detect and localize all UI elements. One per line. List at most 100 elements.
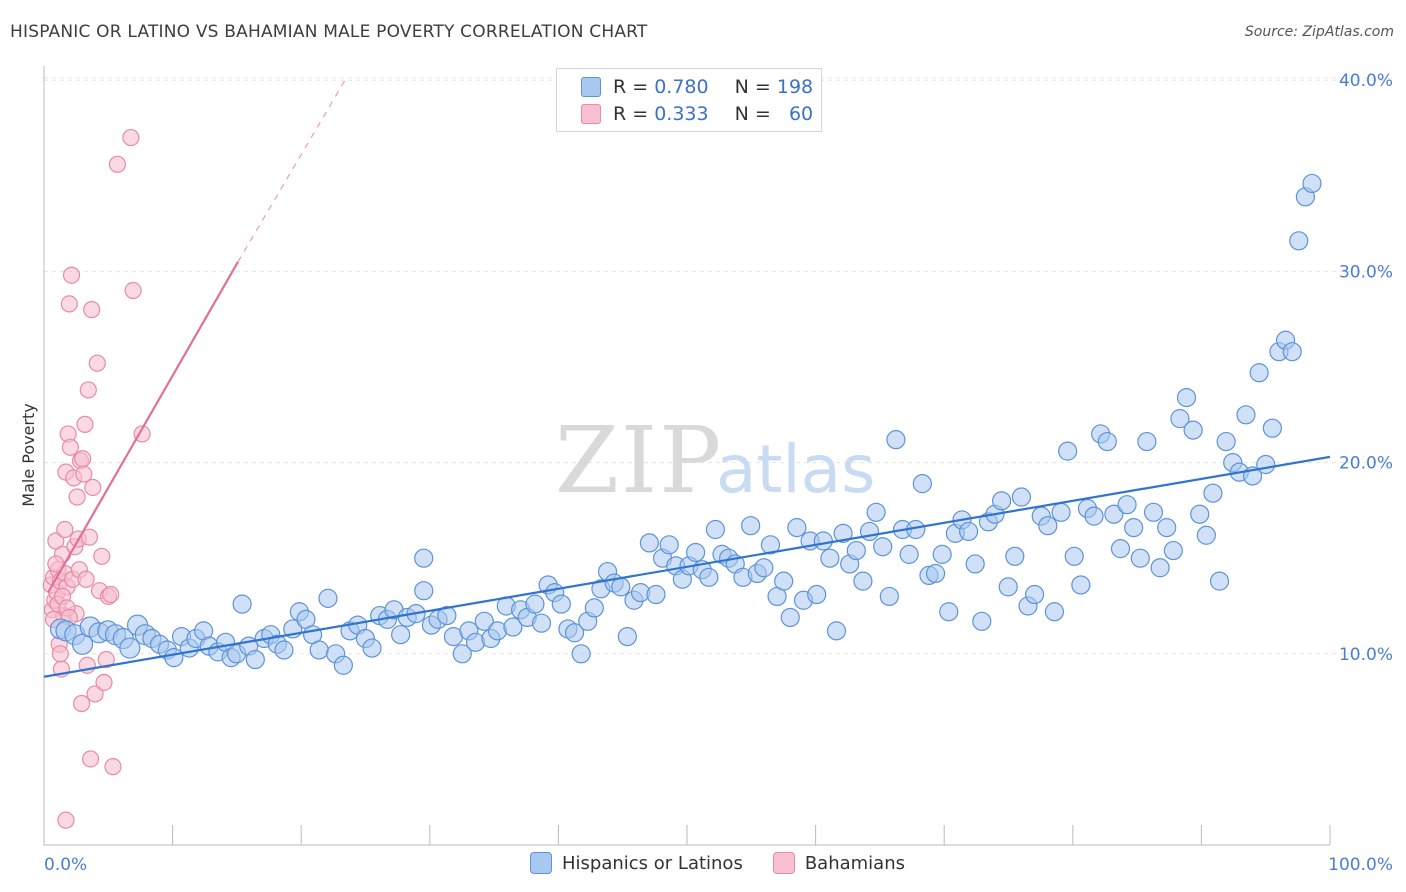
legend-swatch-pink — [772, 852, 795, 874]
data-point-bahamians — [62, 266, 81, 284]
legend-n-label: N = — [734, 103, 771, 125]
data-point-bahamians — [124, 281, 142, 300]
data-point-hispanics — [1302, 173, 1322, 194]
data-point-hispanics — [820, 548, 840, 568]
data-point-hispanics — [866, 502, 886, 522]
data-point-bahamians — [47, 532, 65, 550]
data-point-bahamians — [77, 570, 95, 588]
data-point-hispanics — [525, 594, 545, 614]
data-point-hispanics — [659, 535, 679, 555]
data-point-hispanics — [699, 567, 719, 587]
data-point-bahamians — [72, 694, 91, 713]
data-point-hispanics — [1124, 518, 1144, 538]
data-point-hispanics — [807, 584, 827, 605]
data-point-hispanics — [1176, 387, 1197, 408]
legend-item-hispanics[interactable]: Hispanics or Latinos — [530, 852, 743, 874]
data-point-hispanics — [998, 577, 1018, 597]
data-point-hispanics — [1157, 518, 1177, 538]
data-point-hispanics — [646, 584, 666, 605]
data-point-hispanics — [232, 594, 252, 614]
watermark-zip: ZIP — [555, 407, 723, 514]
data-point-bahamians — [74, 450, 92, 468]
x-tick-label: 0.0% — [44, 855, 87, 875]
data-point-hispanics — [939, 602, 959, 622]
data-point-hispanics — [414, 581, 434, 601]
legend-swatch-blue — [530, 852, 552, 874]
data-point-hispanics — [309, 640, 329, 660]
data-point-bahamians — [76, 415, 94, 433]
data-point-hispanics — [826, 621, 847, 641]
data-point-hispanics — [1209, 571, 1230, 591]
legend-row-hispanics: R = 0.780 N = 198 — [581, 74, 813, 100]
data-point-hispanics — [119, 637, 141, 659]
data-point-hispanics — [833, 523, 853, 543]
legend-swatch-blue — [581, 77, 601, 97]
data-point-hispanics — [1150, 558, 1170, 578]
legend-item-bahamians[interactable]: Bahamians — [772, 852, 905, 874]
data-point-bahamians — [75, 465, 93, 483]
data-point-hispanics — [760, 535, 781, 555]
data-point-hispanics — [992, 491, 1012, 511]
data-point-bahamians — [80, 528, 99, 546]
data-point-bahamians — [97, 650, 115, 669]
data-point-hispanics — [873, 537, 893, 557]
data-point-hispanics — [846, 540, 866, 561]
data-point-hispanics — [391, 625, 411, 645]
legend-label-hispanics: Hispanics or Latinos — [562, 852, 743, 874]
data-point-hispanics — [437, 605, 457, 626]
data-point-hispanics — [965, 554, 985, 574]
data-point-bahamians — [104, 758, 122, 776]
data-point-hispanics — [925, 563, 946, 584]
data-point-bahamians — [86, 685, 104, 703]
data-point-hispanics — [1038, 516, 1058, 536]
data-point-hispanics — [1196, 525, 1216, 545]
data-point-bahamians — [108, 155, 127, 173]
data-point-hispanics — [639, 533, 659, 553]
legend-r-label: R = — [613, 76, 649, 98]
data-point-hispanics — [972, 611, 992, 631]
data-point-hispanics — [503, 617, 523, 637]
trend-lines — [43, 79, 1331, 678]
x-tick-label: 100.0% — [1328, 855, 1393, 875]
data-point-hispanics — [1256, 454, 1276, 475]
data-point-bahamians — [83, 301, 101, 319]
data-point-hispanics — [333, 655, 353, 675]
source-credit: Source: ZipAtlas.com — [1244, 24, 1394, 40]
data-point-hispanics — [1203, 483, 1223, 503]
data-point-hispanics — [853, 571, 873, 591]
data-point-bahamians — [57, 811, 75, 829]
data-point-hispanics — [617, 626, 637, 647]
data-point-hispanics — [245, 649, 265, 670]
data-point-hispanics — [1084, 506, 1104, 526]
data-point-hispanics — [1249, 363, 1269, 383]
data-point-bahamians — [51, 645, 69, 663]
watermark: ZIP atlas — [555, 407, 876, 514]
data-point-bahamians — [84, 478, 102, 497]
data-point-hispanics — [741, 516, 761, 536]
data-point-hispanics — [1130, 548, 1150, 568]
data-point-hispanics — [1005, 546, 1025, 566]
data-point-hispanics — [584, 598, 604, 618]
data-point-hispanics — [564, 623, 585, 643]
data-point-hispanics — [1011, 487, 1032, 507]
data-point-hispanics — [1025, 584, 1045, 605]
data-point-hispanics — [414, 548, 434, 568]
data-point-bahamians — [93, 547, 111, 565]
watermark-atlas: atlas — [716, 431, 876, 508]
y-tick-label: 10.0% — [1339, 645, 1393, 665]
legend-label-bahamians: Bahamians — [804, 852, 905, 874]
data-point-hispanics — [686, 542, 706, 563]
data-point-hispanics — [274, 640, 294, 660]
stats-legend: R = 0.780 N = 198 R = 0.333 N = 60 — [556, 68, 822, 132]
data-point-hispanics — [1143, 502, 1164, 522]
chart-title: HISPANIC OR LATINO VS BAHAMIAN MALE POVE… — [10, 22, 648, 42]
legend-r-value: 0.780 — [654, 76, 709, 98]
data-point-hispanics — [551, 594, 571, 614]
grid-lines — [44, 77, 1392, 655]
data-point-bahamians — [122, 128, 140, 147]
trend-line-bahamians — [47, 261, 239, 594]
data-point-hispanics — [1071, 575, 1091, 595]
data-point-hispanics — [705, 519, 726, 540]
legend-r-value: 0.333 — [654, 103, 709, 125]
